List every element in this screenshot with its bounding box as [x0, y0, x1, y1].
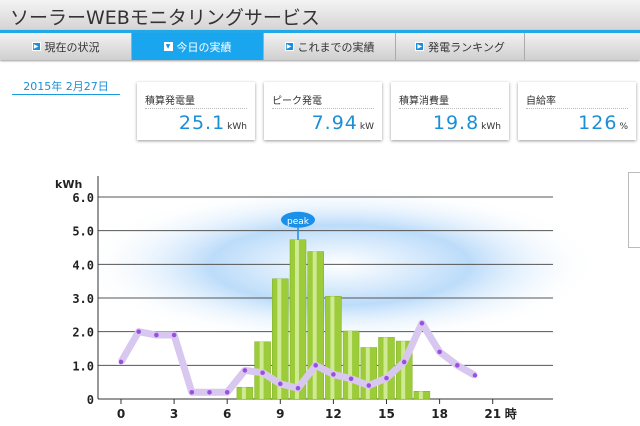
bar-highlight	[295, 239, 299, 399]
bar-highlight	[330, 296, 335, 399]
consumption-point	[189, 389, 195, 395]
consumption-point	[401, 359, 407, 365]
tab-current-status[interactable]: ▶ 現在の状況	[0, 33, 132, 60]
tab-label: 現在の状況	[44, 40, 100, 54]
tab-label: 発電ランキング	[428, 40, 505, 54]
x-tick-label: 9	[276, 407, 284, 421]
consumption-point	[419, 320, 425, 326]
consumption-point	[313, 363, 319, 368]
peak-label: peak	[287, 217, 310, 227]
y-tick-label: 2.0	[72, 326, 94, 340]
y-tick-label: 0	[87, 393, 94, 407]
consumption-point	[207, 389, 212, 395]
consumption-point	[437, 349, 442, 355]
consumption-point	[260, 370, 265, 376]
x-tick-label: 6	[223, 407, 231, 421]
stat-label: 自給率	[526, 96, 556, 107]
arrow-icon: ▶	[31, 42, 41, 51]
consumption-point	[154, 332, 159, 338]
x-tick-label: 15	[378, 407, 395, 421]
arrow-icon: ▶	[284, 42, 294, 51]
stat-card: 自給率 126%	[518, 82, 636, 140]
consumption-point	[455, 363, 460, 368]
main-nav: ▶ 現在の状況 ▼ 今日の実績 ▶ これまでの実績 ▶ 発電ランキング	[0, 30, 640, 60]
divider	[272, 108, 374, 109]
stat-card: 積算消費量 19.8 kWh	[391, 82, 509, 140]
tab-ranking[interactable]: ▶ 発電ランキング	[396, 33, 525, 60]
x-tick-label: 3	[170, 407, 178, 421]
consumption-point	[472, 373, 478, 378]
bar-highlight	[383, 337, 388, 399]
divider	[145, 108, 247, 109]
sky-background	[80, 185, 600, 345]
arrow-down-icon: ▼	[163, 42, 173, 51]
divider	[399, 108, 501, 109]
stat-label: 積算消費量	[399, 96, 449, 107]
stat-card: 積算発電量 25.1 kWh	[137, 82, 255, 140]
y-tick-label: 4.0	[72, 258, 94, 272]
y-tick-label: 3.0	[72, 292, 94, 306]
consumption-point	[278, 381, 283, 387]
bar-highlight	[277, 278, 282, 399]
divider	[526, 108, 628, 109]
tab-label: これまでの実績	[297, 40, 375, 54]
consumption-point	[242, 368, 248, 373]
app-title: ソーラーWEBモニタリングサービス	[10, 7, 320, 29]
bar-highlight	[348, 330, 353, 399]
y-tick-label: 5.0	[72, 225, 94, 239]
consumption-point	[295, 385, 301, 391]
stat-unit: kWh	[481, 122, 501, 132]
stat-number: 7.94	[311, 112, 358, 134]
consumption-point	[384, 375, 389, 381]
stat-value: 25.1 kWh	[179, 112, 247, 134]
tab-today[interactable]: ▼ 今日の実績	[132, 33, 264, 60]
consumption-point	[136, 329, 141, 334]
consumption-point	[348, 376, 354, 382]
x-tick-label: 12	[325, 407, 342, 421]
stat-unit: kWh	[227, 122, 247, 132]
consumption-point	[171, 332, 177, 338]
peak-marker	[281, 211, 315, 228]
stat-value: 7.94 kW	[312, 112, 374, 134]
tab-history[interactable]: ▶ これまでの実績	[264, 33, 396, 60]
stat-number: 25.1	[178, 112, 226, 134]
stat-number: 126	[578, 112, 618, 134]
y-axis-unit: kWh	[55, 178, 82, 191]
stat-label: 積算発電量	[145, 96, 195, 107]
x-tick-label: 21	[484, 407, 501, 421]
bar-highlight	[365, 347, 370, 399]
y-tick-label: 1.0	[72, 359, 94, 373]
stat-number: 19.8	[432, 112, 480, 134]
stat-card: ピーク発電 7.94 kW	[264, 82, 382, 140]
consumption-point	[118, 359, 124, 365]
consumption-point	[331, 372, 336, 377]
bar-highlight	[401, 341, 406, 399]
x-axis-unit: 時	[505, 406, 517, 421]
app-header: ソーラーWEBモニタリングサービス	[0, 0, 640, 30]
consumption-point	[366, 383, 372, 388]
stat-unit: %	[619, 122, 628, 132]
stat-unit: kW	[359, 122, 374, 132]
bar-highlight	[241, 387, 246, 399]
x-tick-label: 0	[117, 407, 125, 421]
arrow-icon: ▶	[415, 42, 425, 51]
stat-label: ピーク発電	[272, 96, 322, 107]
x-tick-label: 18	[431, 407, 448, 421]
bar-highlight	[418, 391, 423, 399]
side-panel	[628, 172, 640, 248]
stat-value: 126%	[578, 112, 628, 134]
consumption-point	[224, 389, 230, 395]
tab-label: 今日の実績	[176, 40, 232, 54]
date-label: 2015年 2月27日	[12, 78, 120, 95]
stat-value: 19.8 kWh	[433, 112, 501, 134]
bar-highlight	[312, 251, 317, 399]
y-tick-label: 6.0	[72, 191, 94, 205]
